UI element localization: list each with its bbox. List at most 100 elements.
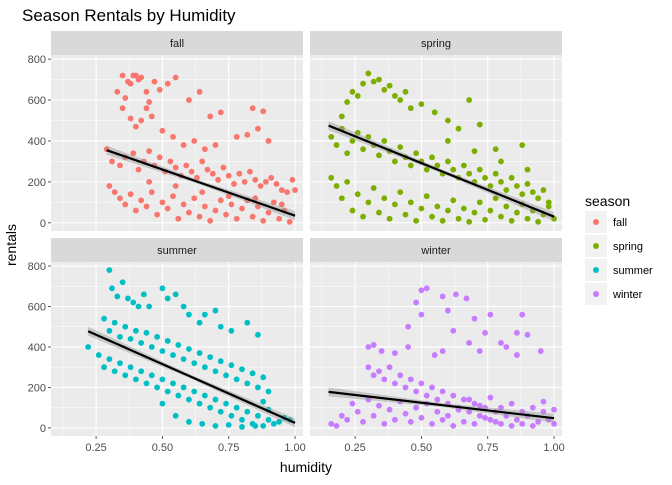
data-point: [514, 183, 520, 189]
data-point: [381, 86, 388, 93]
data-point: [164, 388, 171, 395]
data-point: [119, 279, 126, 286]
legend-item-summer: summer: [585, 259, 653, 281]
data-point: [249, 105, 256, 112]
data-point: [188, 168, 195, 175]
data-point: [154, 211, 161, 218]
legend-item-fall: fall: [585, 211, 627, 233]
x-axis-title: humidity: [280, 459, 332, 475]
data-point: [212, 142, 219, 148]
data-point: [199, 420, 206, 427]
data-point: [545, 203, 552, 210]
data-point: [217, 323, 224, 330]
data-point: [460, 205, 467, 212]
data-point: [257, 183, 264, 189]
data-point: [418, 414, 425, 421]
data-point: [487, 183, 494, 189]
data-point: [196, 213, 203, 220]
data-point: [101, 364, 107, 371]
data-point: [127, 364, 134, 371]
data-point: [164, 205, 171, 212]
data-point: [407, 199, 414, 206]
data-point: [439, 217, 446, 224]
y-tick-label: 200: [28, 382, 46, 394]
data-point: [498, 213, 504, 220]
data-point: [460, 162, 467, 169]
x-tick-label: 0.25: [85, 442, 106, 454]
data-point: [180, 384, 187, 391]
data-point: [186, 418, 192, 425]
data-point: [127, 115, 134, 122]
y-tick-label: 600: [28, 302, 46, 314]
data-point: [434, 408, 441, 415]
data-point: [119, 72, 126, 79]
panel-fall: fall 0 200 400 600 800: [28, 31, 303, 231]
data-point: [106, 356, 113, 363]
data-point: [381, 138, 388, 144]
legend-label: summer: [613, 265, 653, 277]
data-point: [175, 392, 182, 399]
data-point: [476, 412, 483, 419]
data-point: [439, 388, 446, 395]
data-point: [167, 158, 174, 165]
data-point: [376, 76, 382, 83]
data-point: [127, 80, 134, 87]
data-point: [183, 162, 190, 169]
data-point: [201, 392, 208, 399]
data-point: [223, 400, 229, 407]
data-point: [193, 174, 200, 181]
data-point: [498, 158, 504, 165]
data-point: [156, 154, 163, 161]
data-point: [201, 146, 208, 153]
data-point: [476, 348, 483, 354]
data-point: [223, 211, 229, 218]
legend-label: fall: [613, 217, 627, 229]
data-point: [135, 303, 142, 310]
data-point: [391, 416, 398, 423]
y-axis-title: rentals: [3, 224, 19, 266]
data-point: [328, 174, 335, 181]
x-tick-label: 1.00: [284, 442, 305, 454]
data-point: [466, 97, 473, 103]
data-point: [209, 170, 216, 177]
data-point: [109, 285, 115, 292]
data-point: [439, 416, 446, 423]
y-tick-label: 600: [28, 95, 46, 107]
y-tick-label: 0: [40, 218, 46, 230]
data-point: [503, 187, 510, 193]
data-point: [117, 333, 123, 340]
legend-swatch: [593, 291, 599, 297]
data-point: [122, 201, 129, 208]
data-point: [212, 422, 219, 429]
data-point: [370, 342, 377, 348]
data-point: [354, 129, 361, 136]
data-point: [349, 400, 356, 407]
data-point: [487, 416, 494, 423]
data-point: [381, 376, 388, 383]
data-point: [117, 195, 123, 202]
data-point: [535, 218, 542, 225]
data-point: [418, 205, 425, 212]
strip-label-fall: fall: [170, 38, 184, 50]
data-point: [186, 346, 192, 352]
data-point: [159, 348, 166, 354]
data-point: [143, 380, 150, 387]
data-point: [207, 113, 214, 120]
data-point: [397, 189, 404, 196]
data-point: [402, 88, 409, 95]
data-point: [244, 380, 251, 387]
data-point: [349, 88, 356, 95]
data-point: [220, 164, 227, 171]
data-point: [360, 418, 366, 425]
strip-spring: [310, 31, 562, 55]
data-point: [333, 422, 340, 429]
data-point: [471, 209, 478, 216]
data-point: [239, 423, 245, 430]
data-point: [431, 352, 438, 358]
data-point: [381, 195, 388, 202]
y-tick-label: 800: [28, 54, 46, 66]
data-point: [545, 199, 552, 206]
data-point: [132, 72, 139, 79]
data-point: [106, 267, 113, 273]
data-point: [225, 193, 232, 200]
